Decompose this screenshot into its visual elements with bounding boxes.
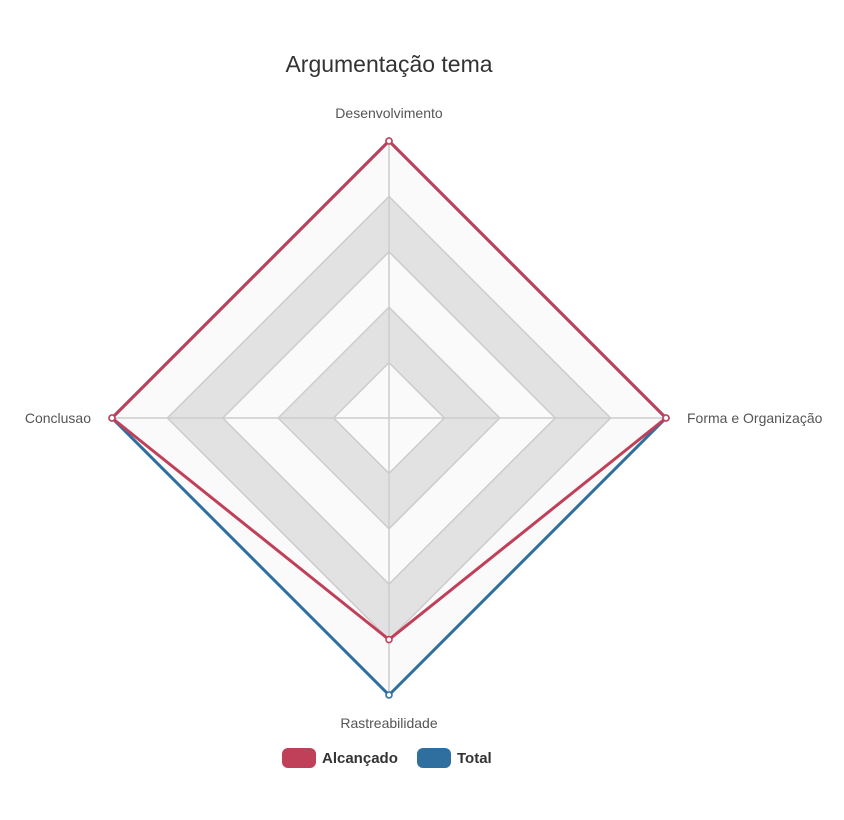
legend-label: Alcançado xyxy=(322,750,398,767)
data-point[interactable] xyxy=(385,691,393,699)
legend-item-1[interactable]: Total xyxy=(417,748,492,768)
axis-label-2: Rastreabilidade xyxy=(340,715,437,731)
axis-label-1: Forma e Organização xyxy=(687,410,823,426)
data-point[interactable] xyxy=(108,414,116,422)
data-point[interactable] xyxy=(385,635,393,644)
radar-spokes xyxy=(112,141,666,695)
legend-swatch xyxy=(282,748,316,768)
axis-label-0: Desenvolvimento xyxy=(335,105,443,121)
legend-label: Total xyxy=(457,750,492,767)
legend: Alcançado Total xyxy=(282,748,492,768)
data-point[interactable] xyxy=(385,137,393,145)
series-0 xyxy=(108,137,670,644)
axis-labels: Desenvolvimento Forma e Organização Rastre… xyxy=(25,105,823,731)
chart-title: Argumentação tema xyxy=(285,51,492,77)
legend-swatch xyxy=(417,748,451,768)
legend-item-0[interactable]: Alcançado xyxy=(282,748,398,768)
axis-label-3: Conclusao xyxy=(25,410,91,426)
data-point[interactable] xyxy=(662,414,670,422)
radar-series xyxy=(108,137,670,699)
